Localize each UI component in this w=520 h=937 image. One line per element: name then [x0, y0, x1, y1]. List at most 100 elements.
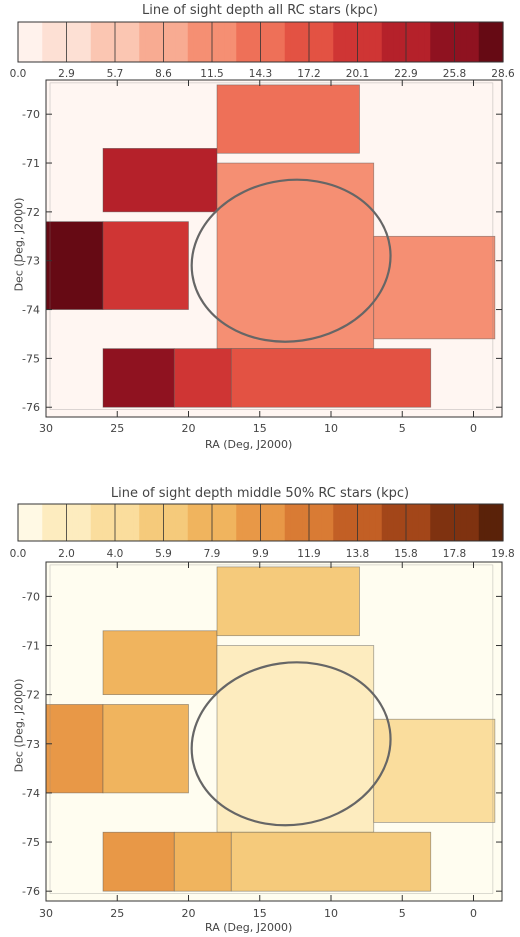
chart2-xlabel: RA (Deg, J2000) [205, 921, 293, 934]
chart1-colorbar-band [278, 22, 286, 62]
chart1-ytick-label: -71 [22, 157, 40, 170]
chart1-colorbar-band [321, 22, 328, 62]
chart1-colorbar-tick-label: 8.6 [155, 68, 172, 80]
chart1-colorbar-band [424, 22, 431, 62]
chart1-ytick-label: -70 [22, 108, 40, 121]
chart2-colorbar-band [84, 504, 92, 541]
chart2-colorbar-tick-label: 19.8 [491, 548, 514, 560]
chart2-bar-contour [190, 661, 392, 827]
chart1-ylabel: Dec (Deg, J2000) [12, 197, 26, 292]
chart1-colorbar-band [242, 22, 249, 62]
chart2-colorbar-tick-label: 9.9 [252, 548, 269, 560]
chart2-colorbar-band [496, 504, 504, 541]
chart1-colorbar-band [406, 22, 413, 62]
chart2-colorbar-band [442, 504, 450, 541]
chart2-ytick-label: -71 [22, 640, 40, 653]
chart2-colorbar-band [90, 504, 98, 541]
chart1-ytick-label: -75 [22, 352, 40, 365]
chart1-colorbar-band [36, 22, 43, 62]
chart2-colorbar-band [108, 504, 116, 541]
chart1-colorbar-band [127, 22, 134, 62]
chart1-colorbar-band [375, 22, 383, 62]
chart2-colorbar-band [375, 504, 383, 541]
chart2-region [45, 704, 104, 794]
chart2-edge-contour [49, 564, 494, 894]
chart2-colorbar-band [472, 504, 480, 541]
chart2-region [102, 630, 218, 696]
chart2-colorbar-band [48, 504, 55, 541]
chart2-colorbar-band [381, 504, 389, 541]
chart1-colorbar-band [266, 22, 274, 62]
chart1-colorbar-tick-label: 17.2 [297, 68, 320, 80]
chart1-colorbar-band [84, 22, 92, 62]
chart1-colorbar-band [490, 22, 498, 62]
chart1-colorbar-band [351, 22, 359, 62]
chart2-colorbar-band [302, 504, 310, 541]
chart2-colorbar-band [339, 504, 346, 541]
chart1-colorbar-band [460, 22, 468, 62]
chart2-colorbar-band [278, 504, 286, 541]
chart1-xtick-label: 25 [110, 422, 124, 435]
chart1-colorbar-band [309, 22, 316, 62]
chart2-colorbar-band [430, 504, 437, 541]
chart1-xtick-label: 0 [470, 422, 477, 435]
chart2-colorbar-band [418, 504, 425, 541]
chart1-colorbar-band [442, 22, 450, 62]
chart2-region [173, 831, 232, 892]
chart2-colorbar-band [60, 504, 68, 541]
chart1-colorbar-band [327, 22, 334, 62]
chart2-colorbar-band [399, 504, 407, 541]
chart1-colorbar-band [102, 22, 110, 62]
chart1-colorbar-band [339, 22, 346, 62]
chart1-colorbar-band [333, 22, 340, 62]
chart1-colorbar-band [393, 22, 401, 62]
chart1-colorbar-band [48, 22, 55, 62]
chart1-colorbar-band [54, 22, 62, 62]
chart1-colorbar-band [381, 22, 389, 62]
chart2-colorbar-band [163, 504, 171, 541]
chart2-colorbar-band [24, 504, 31, 541]
chart1-colorbar-tick-label: 14.3 [249, 68, 272, 80]
chart1-colorbar-tick-label: 5.7 [107, 68, 124, 80]
chart1-colorbar-tick-label: 20.1 [346, 68, 369, 80]
chart1-xtick-label: 30 [39, 422, 53, 435]
chart2-colorbar-band [115, 504, 122, 541]
chart1-colorbar-band [315, 22, 322, 62]
chart2-colorbar-band [212, 504, 219, 541]
chart1-colorbar-band [108, 22, 116, 62]
chart1-xlabel: RA (Deg, J2000) [205, 438, 293, 451]
chart2-colorbar-band [242, 504, 249, 541]
chart1-colorbar-band [357, 22, 365, 62]
chart2-colorbar-band [72, 504, 80, 541]
chart1-plot-frame [45, 79, 503, 418]
chart1-colorbar-band [42, 22, 49, 62]
chart2-colorbar-band [181, 504, 189, 541]
chart1-colorbar-band [169, 22, 177, 62]
chart2-colorbar-band [54, 504, 62, 541]
chart2-ytick-label: -76 [22, 885, 40, 898]
chart2-title: Line of sight depth middle 50% RC stars … [110, 486, 410, 501]
chart2-colorbar-band [266, 504, 274, 541]
chart1-colorbar-band [66, 22, 74, 62]
chart1-region [230, 348, 432, 408]
chart2-colorbar-band [205, 504, 213, 541]
chart1-colorbar-band [496, 22, 504, 62]
chart2-colorbar-band [66, 504, 74, 541]
chart1-colorbar-band [454, 22, 462, 62]
chart1-ytick-label: -76 [22, 401, 40, 414]
chart2-colorbar-band [272, 504, 280, 541]
chart1-colorbar-band [484, 22, 492, 62]
chart2-colorbar-band [236, 504, 243, 541]
chart1-colorbar-band [236, 22, 243, 62]
chart1-xtick-label: 10 [324, 422, 338, 435]
chart2-colorbar-band [218, 504, 225, 541]
chart2-colorbar-band [199, 504, 207, 541]
chart1-colorbar-band [302, 22, 310, 62]
chart2-colorbar-band [127, 504, 134, 541]
chart1-colorbar-band [418, 22, 425, 62]
chart2-plot-frame [45, 561, 503, 902]
chart2-colorbar-tick-label: 5.9 [155, 548, 172, 560]
chart2-colorbar-band [290, 504, 298, 541]
chart2-colorbar-band [369, 504, 377, 541]
chart2-colorbar-band [145, 504, 152, 541]
